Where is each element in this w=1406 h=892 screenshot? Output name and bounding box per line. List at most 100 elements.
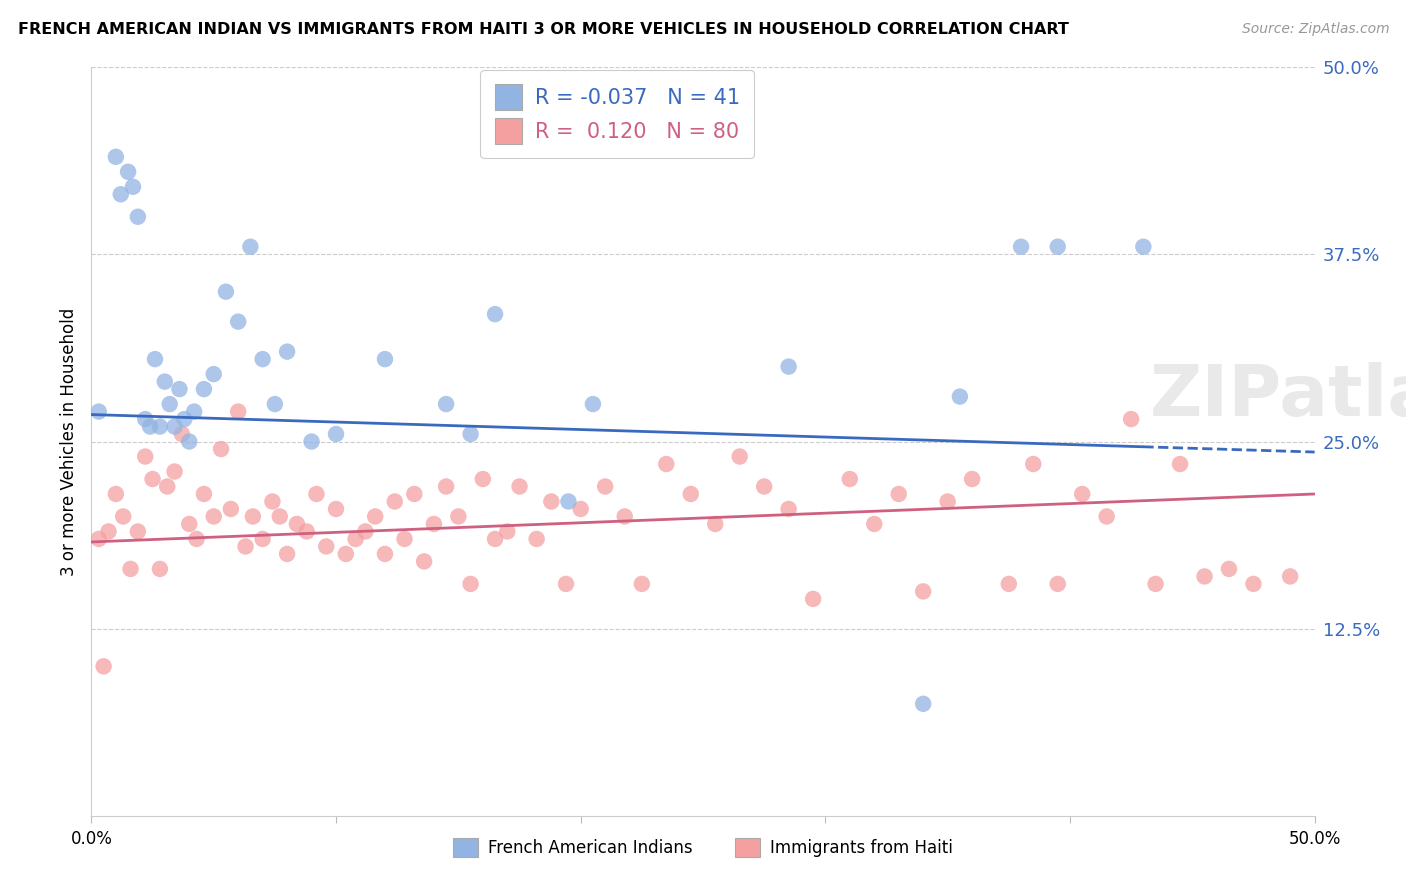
Point <box>305 487 328 501</box>
Point <box>179 516 201 531</box>
Point <box>139 419 162 434</box>
Point <box>186 532 208 546</box>
Point <box>949 390 972 404</box>
Point <box>226 315 249 329</box>
Text: Source: ZipAtlas.com: Source: ZipAtlas.com <box>1241 22 1389 37</box>
Point <box>555 577 578 591</box>
Point <box>163 465 186 479</box>
Point <box>325 427 347 442</box>
Y-axis label: 3 or more Vehicles in Household: 3 or more Vehicles in Household <box>59 308 77 575</box>
Text: FRENCH AMERICAN INDIAN VS IMMIGRANTS FROM HAITI 3 OR MORE VEHICLES IN HOUSEHOLD : FRENCH AMERICAN INDIAN VS IMMIGRANTS FRO… <box>18 22 1069 37</box>
Point <box>156 479 179 493</box>
Point <box>134 450 156 464</box>
Point <box>1168 457 1191 471</box>
Point <box>384 494 406 508</box>
Point <box>141 472 163 486</box>
Point <box>912 697 935 711</box>
Point <box>117 165 139 179</box>
Point <box>120 562 142 576</box>
Point <box>423 516 446 531</box>
Point <box>215 285 238 299</box>
Point <box>1144 577 1167 591</box>
Point <box>134 412 156 426</box>
Point <box>153 375 176 389</box>
Point <box>276 344 298 359</box>
Point <box>325 502 347 516</box>
Point <box>122 179 145 194</box>
Point <box>202 367 225 381</box>
Point <box>374 352 396 367</box>
Point <box>526 532 548 546</box>
Point <box>471 472 494 486</box>
Point <box>394 532 416 546</box>
Point <box>226 404 249 418</box>
Point <box>104 150 127 164</box>
Point <box>295 524 318 539</box>
Point <box>110 187 132 202</box>
Point <box>193 487 215 501</box>
Point <box>97 524 120 539</box>
Point <box>344 532 367 546</box>
Point <box>239 240 262 254</box>
Point <box>447 509 470 524</box>
Point <box>582 397 605 411</box>
Point <box>613 509 636 524</box>
Point <box>593 479 616 493</box>
Point <box>778 359 800 374</box>
Point <box>557 494 579 508</box>
Point <box>1046 240 1069 254</box>
Legend: French American Indians, Immigrants from Haiti: French American Indians, Immigrants from… <box>447 831 959 864</box>
Text: ZIPatlas: ZIPatlas <box>1150 362 1406 431</box>
Point <box>235 540 257 554</box>
Point <box>754 479 776 493</box>
Point <box>315 540 337 554</box>
Point <box>1010 240 1032 254</box>
Point <box>887 487 910 501</box>
Point <box>364 509 387 524</box>
Point <box>149 419 172 434</box>
Point <box>163 419 186 434</box>
Point <box>169 382 191 396</box>
Point <box>1046 577 1069 591</box>
Point <box>159 397 181 411</box>
Point <box>209 442 232 456</box>
Point <box>484 532 506 546</box>
Point <box>413 554 436 568</box>
Point <box>354 524 377 539</box>
Point <box>87 404 110 418</box>
Point <box>219 502 242 516</box>
Point <box>202 509 225 524</box>
Point <box>801 591 824 606</box>
Point <box>679 487 702 501</box>
Point <box>252 352 274 367</box>
Point <box>1243 577 1265 591</box>
Point <box>93 659 115 673</box>
Point <box>87 532 110 546</box>
Point <box>335 547 357 561</box>
Point <box>998 577 1021 591</box>
Point <box>285 516 308 531</box>
Point <box>149 562 172 576</box>
Point <box>242 509 264 524</box>
Point <box>374 547 396 561</box>
Point <box>569 502 592 516</box>
Point <box>173 412 195 426</box>
Point <box>127 524 149 539</box>
Point <box>655 457 678 471</box>
Point <box>912 584 935 599</box>
Point <box>276 547 298 561</box>
Point <box>509 479 531 493</box>
Point <box>496 524 519 539</box>
Point <box>1279 569 1302 583</box>
Point <box>728 450 751 464</box>
Point <box>1194 569 1216 583</box>
Point <box>170 427 193 442</box>
Point <box>460 577 482 591</box>
Point <box>631 577 654 591</box>
Point <box>143 352 166 367</box>
Point <box>778 502 800 516</box>
Point <box>540 494 562 508</box>
Point <box>269 509 291 524</box>
Point <box>264 397 287 411</box>
Point <box>301 434 323 449</box>
